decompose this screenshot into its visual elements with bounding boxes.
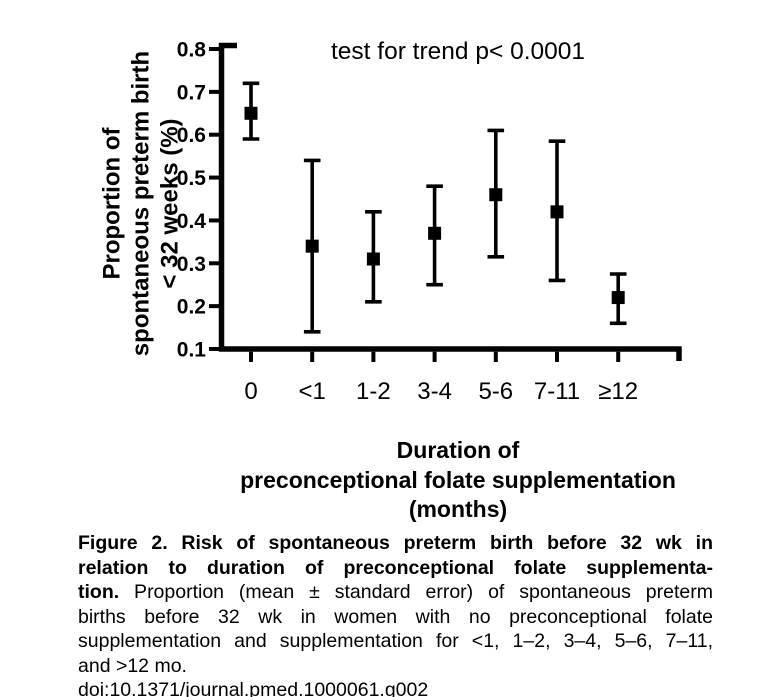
caption-line: relation to duration of preconceptional …: [78, 556, 713, 581]
data-point-marker: [550, 205, 564, 219]
y-tick-label: 0.8: [177, 39, 207, 62]
x-tick-label: 5-6: [478, 378, 513, 405]
trend-test-annotation: test for trend p< 0.0001: [330, 38, 586, 65]
y-tick-label: 0.4: [177, 210, 207, 233]
x-tick-label: 7-11: [534, 378, 580, 405]
caption-body-text: supplementation and supplementation for …: [78, 630, 713, 652]
x-axis-title-line: preconceptional folate supplementation: [240, 466, 676, 493]
y-tick-label: 0.7: [177, 81, 206, 104]
x-axis-title: Duration of preconceptional folate suppl…: [158, 436, 758, 525]
caption-bold-text: relation to duration of preconceptional …: [78, 556, 713, 579]
data-point-marker: [366, 252, 380, 266]
x-tick-label: <1: [299, 378, 326, 405]
caption-line: and >12 mo.: [78, 654, 713, 679]
caption-body-text: Proportion (mean ± standard error) of sp…: [119, 581, 713, 603]
doi-text: doi:10.1371/journal.pmed.1000061.g002: [78, 679, 429, 697]
data-point-marker: [305, 239, 319, 253]
data-point-marker: [244, 106, 258, 120]
figure-caption: Figure 2. Risk of spontaneous preterm bi…: [78, 531, 713, 697]
data-point-marker: [489, 188, 503, 202]
x-tick-label: 0: [244, 378, 257, 405]
caption-body-text: births before 32 wk in women with no pre…: [78, 605, 713, 628]
x-tick-label: 3-4: [417, 378, 452, 405]
x-tick-label: ≥12: [598, 378, 638, 405]
data-point-marker: [611, 291, 625, 305]
x-axis-title-line: Duration of: [396, 437, 520, 463]
y-tick-label: 0.5: [177, 167, 207, 190]
x-axis-title-line: (months): [408, 496, 508, 522]
axis-lines: [218, 42, 682, 361]
figure-caption-lines: Figure 2. Risk of spontaneous preterm bi…: [78, 531, 713, 678]
y-tick-label: 0.2: [177, 296, 206, 319]
chart-region: Proportion of spontaneous preterm birth …: [99, 38, 758, 525]
data-point-marker: [428, 226, 442, 240]
plot-area: 0.8 0.7 0.6 0.5 0.4 0.3 0.2 0.1 0 <1 1-2 3-4 5-6 7-11…: [177, 39, 682, 405]
caption-bold-text: Figure 2. Risk of spontaneous preterm bi…: [78, 532, 713, 554]
caption-line: births before 32 wk in women with no pre…: [78, 605, 713, 630]
x-tick-label: 1-2: [356, 378, 391, 405]
caption-line: tion. Proportion (mean ± standard error)…: [78, 580, 713, 605]
caption-bold-text: tion.: [78, 581, 120, 603]
y-tick-label: 0.1: [177, 339, 207, 362]
caption-body-text: and >12 mo.: [78, 654, 187, 677]
caption-line: supplementation and supplementation for …: [78, 629, 713, 654]
y-tick-label: 0.3: [177, 253, 206, 276]
y-tick-label: 0.6: [177, 124, 206, 147]
caption-line: Figure 2. Risk of spontaneous preterm bi…: [78, 531, 713, 556]
